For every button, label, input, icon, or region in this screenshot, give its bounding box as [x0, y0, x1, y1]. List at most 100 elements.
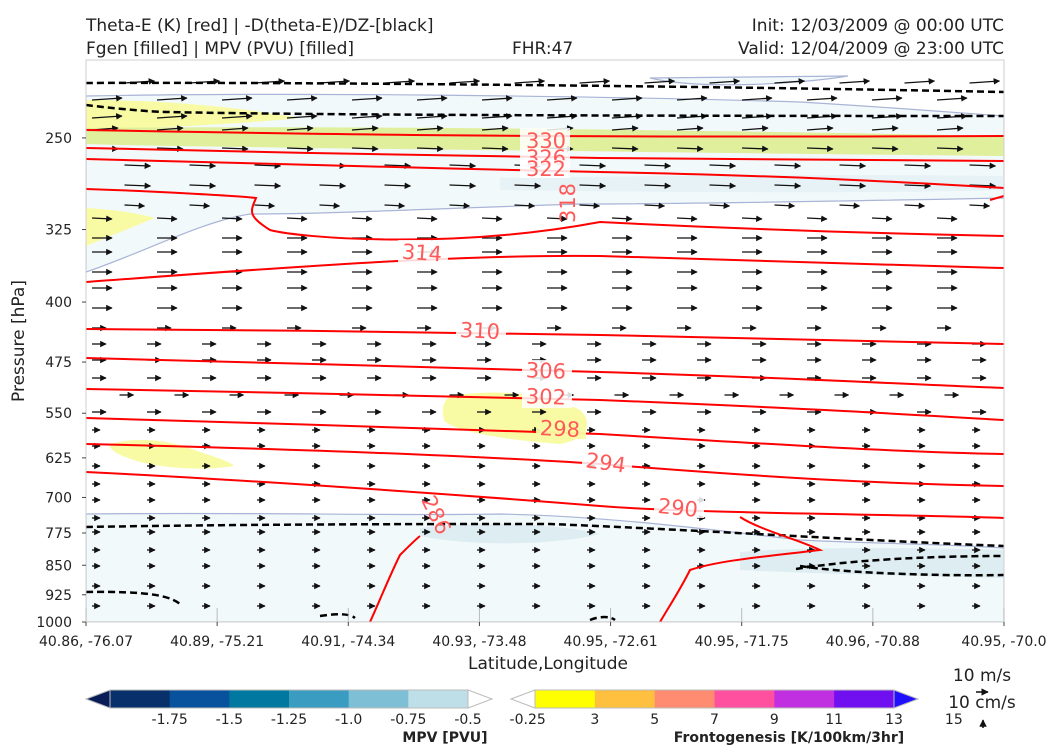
theta-e-contour-290-lower	[659, 516, 824, 622]
y-tick-label: 325	[45, 223, 72, 239]
wind-vector	[904, 202, 926, 209]
wind-vector	[156, 215, 178, 222]
theta-e-contour-330	[86, 129, 1004, 138]
mpv-region-lower	[86, 512, 1004, 622]
title-line-1: Theta-E (K) [red] | -D(theta-E)/DZ-[blac…	[85, 16, 434, 36]
wind-vector	[806, 145, 834, 153]
colorbar-tick-label: -1.75	[152, 712, 188, 728]
wind-vector	[221, 113, 253, 120]
colorbar-tick-label: -0.75	[390, 712, 426, 728]
colorbar-segment	[714, 690, 775, 708]
wind-vector	[416, 215, 438, 222]
colorbar-segment	[289, 690, 350, 708]
mpv-colorbar-title: MPV [PVU]	[402, 730, 487, 746]
wind-vector	[286, 215, 308, 222]
fgen-colorbar-title: Frontogenesis [K/100km/3hr]	[674, 730, 904, 746]
wind-vector	[189, 182, 217, 190]
wind-vector	[124, 182, 152, 190]
wind-vector	[579, 162, 607, 170]
y-axis: 250 325 400 475 550 625 700 775 850 925 1000	[36, 131, 86, 631]
colorbar-segment	[535, 690, 596, 708]
wind-vector	[741, 95, 773, 102]
wind-vector	[676, 145, 704, 153]
theta-e-contour-298	[86, 417, 1004, 455]
wind-vector	[904, 182, 932, 190]
valid-time: Valid: 12/04/2009 @ 23:00 UTC	[738, 39, 1004, 59]
wind-vector	[514, 182, 542, 190]
wind-vector	[156, 125, 184, 132]
wind-vector	[709, 162, 737, 170]
wind-vector	[319, 202, 341, 209]
y-tick-label: 250	[45, 131, 72, 147]
theta-e-contours	[86, 129, 1004, 622]
theta-e-contour-326	[86, 147, 1004, 162]
wind-vector	[871, 113, 903, 120]
mpv-region-lower-dark	[420, 523, 600, 544]
colorbar-segment	[834, 690, 895, 708]
wind-vector	[319, 78, 351, 85]
fgen-region-upper-left	[86, 100, 300, 130]
stability-contour-4	[795, 554, 1004, 571]
stability-contour-2	[86, 103, 1004, 118]
wind-vector	[579, 202, 601, 209]
wind-vector	[156, 145, 184, 153]
colorbar-segment	[774, 690, 835, 708]
y-tick-label: 925	[45, 588, 72, 604]
stability-contour-7	[319, 613, 356, 620]
wind-vector	[644, 162, 672, 170]
wind-vector	[741, 125, 769, 132]
wind-vector	[806, 125, 834, 132]
contour-label-314: 314	[401, 240, 443, 267]
theta-e-contour-310	[86, 328, 1004, 345]
x-tick-label: 40.95, -70.0	[961, 634, 1046, 650]
wind-vector	[189, 162, 217, 170]
x-tick-label: 40.95, -71.75	[695, 634, 789, 650]
wind-vector	[839, 78, 871, 85]
wind-vector	[709, 202, 731, 209]
wind-vector	[221, 95, 253, 102]
colorbar-tick-label: -0.5	[454, 712, 481, 728]
colorbar-tick-label: 5	[650, 712, 659, 728]
theta-e-contour-318	[86, 188, 1004, 241]
contour-label-306: 306	[526, 358, 567, 383]
y-tick-label: 700	[45, 490, 72, 506]
wind-vector	[449, 202, 471, 209]
wind-vector	[351, 95, 383, 102]
wind-vector	[579, 182, 607, 190]
wind-vector	[936, 95, 968, 102]
wind-vector	[676, 95, 708, 102]
init-time: Init: 12/03/2009 @ 00:00 UTC	[752, 16, 1004, 36]
stability-contour-1	[86, 81, 1004, 94]
theta-e-contour-322	[86, 158, 1004, 189]
y-axis-label: Pressure [hPa]	[9, 280, 29, 402]
theta-e-contour-306	[86, 357, 1004, 389]
stability-contour-6	[86, 590, 181, 606]
wind-vector	[546, 215, 568, 222]
colorbar-segment	[348, 690, 409, 708]
y-tick-label: 475	[45, 355, 72, 371]
colorbar-segment	[169, 690, 230, 708]
wind-vector	[156, 113, 188, 120]
wind-vector	[806, 215, 828, 222]
wind-vector	[774, 182, 802, 190]
wind-vector	[481, 95, 513, 102]
x-tick-label: 40.93, -73.48	[432, 634, 526, 650]
wind-vector	[514, 78, 546, 85]
wind-vector	[774, 202, 796, 209]
wind-vector	[839, 182, 867, 190]
fgen-region-left	[86, 208, 155, 246]
contour-label-322: 322	[526, 157, 566, 181]
contour-label-302: 302	[526, 384, 567, 409]
y-tick-label: 625	[45, 451, 72, 467]
wind-vector	[546, 95, 578, 102]
wind-vector	[871, 145, 899, 153]
wind-vector	[124, 202, 146, 209]
colorbar-segment	[594, 690, 656, 708]
colorbar-extend-left	[84, 689, 111, 709]
colorbar-tick-label: 9	[770, 712, 779, 728]
wind-vector	[676, 125, 704, 132]
theta-e-contour-286	[369, 535, 421, 622]
mpv-region-lower-right	[740, 548, 1004, 578]
wind-vector	[124, 162, 152, 170]
wind-vector	[709, 78, 741, 85]
